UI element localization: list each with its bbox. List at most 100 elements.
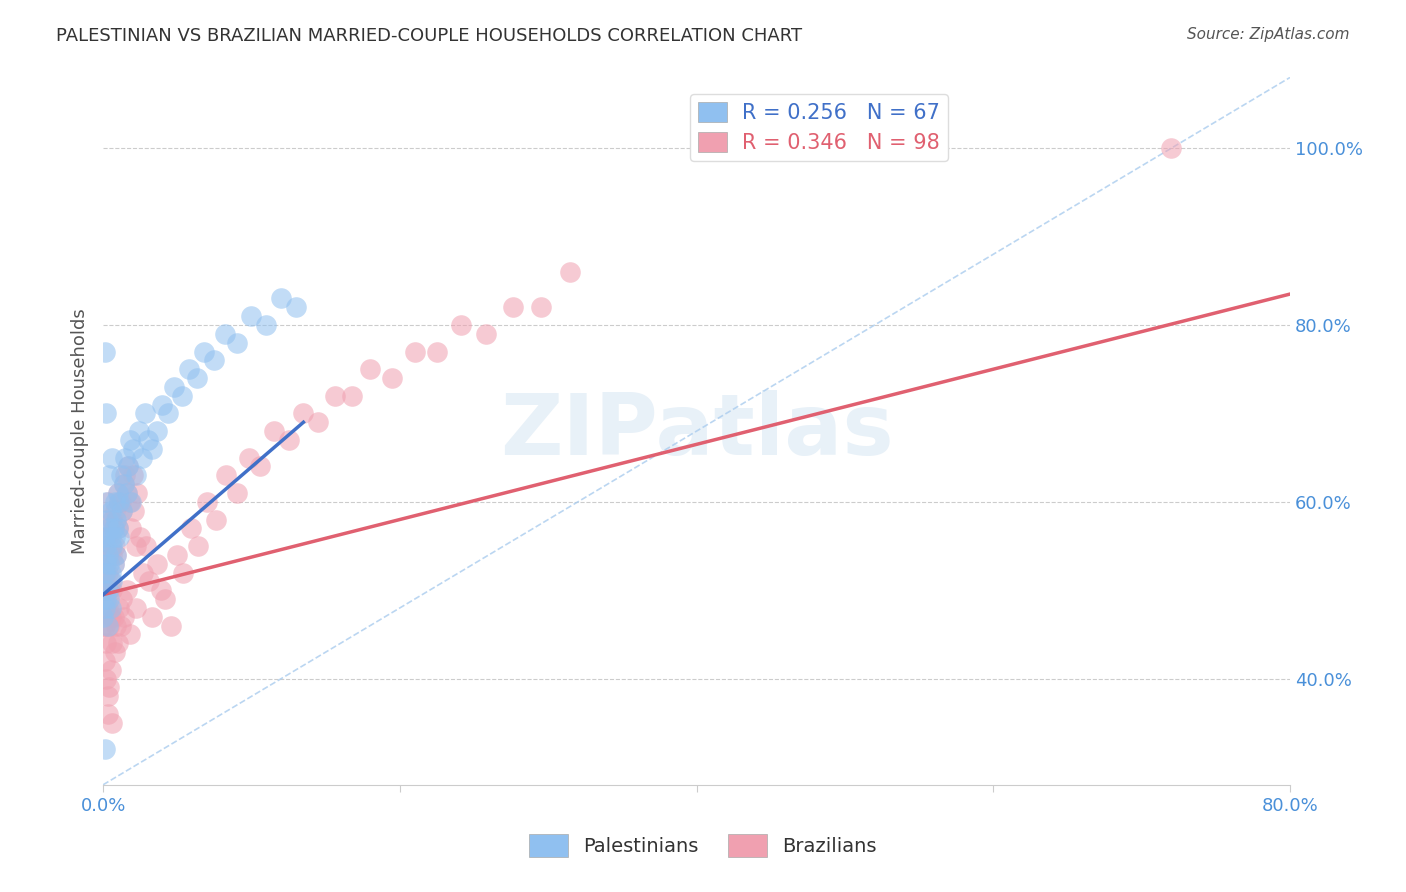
Point: [93, 548, 115, 562]
Point: [277, 433, 299, 447]
Point: [112, 477, 135, 491]
Point: [98, 548, 121, 562]
Point: [195, 495, 218, 509]
Point: [249, 459, 271, 474]
Point: [103, 609, 125, 624]
Point: [502, 301, 524, 315]
Point: [103, 521, 125, 535]
Point: [163, 380, 186, 394]
Point: [94, 495, 117, 509]
Point: [240, 309, 263, 323]
Point: [97, 618, 120, 632]
Point: [141, 442, 163, 456]
Point: [91, 618, 114, 632]
Point: [125, 468, 148, 483]
Point: [118, 433, 141, 447]
Point: [103, 557, 125, 571]
Point: [91, 583, 114, 598]
Point: [118, 495, 141, 509]
Point: [285, 301, 308, 315]
Point: [120, 521, 142, 535]
Point: [117, 459, 139, 474]
Point: [263, 424, 285, 438]
Point: [108, 530, 131, 544]
Point: [93, 654, 115, 668]
Point: [145, 557, 167, 571]
Point: [118, 627, 141, 641]
Point: [342, 389, 364, 403]
Point: [104, 504, 127, 518]
Point: [94, 406, 117, 420]
Point: [97, 601, 120, 615]
Point: [1160, 141, 1182, 155]
Point: [114, 450, 136, 465]
Point: [127, 486, 149, 500]
Point: [100, 663, 122, 677]
Point: [101, 450, 124, 465]
Point: [110, 618, 132, 632]
Point: [225, 335, 247, 350]
Point: [101, 548, 124, 562]
Point: [270, 292, 292, 306]
Point: [97, 512, 120, 526]
Point: [323, 389, 346, 403]
Point: [94, 530, 117, 544]
Point: [180, 521, 202, 535]
Point: [100, 504, 122, 518]
Point: [94, 539, 117, 553]
Point: [155, 592, 177, 607]
Text: Source: ZipAtlas.com: Source: ZipAtlas.com: [1187, 27, 1350, 42]
Point: [131, 450, 153, 465]
Point: [94, 592, 117, 607]
Point: [98, 521, 121, 535]
Point: [152, 398, 174, 412]
Point: [100, 566, 122, 580]
Point: [112, 609, 135, 624]
Text: PALESTINIAN VS BRAZILIAN MARRIED-COUPLE HOUSEHOLDS CORRELATION CHART: PALESTINIAN VS BRAZILIAN MARRIED-COUPLE …: [56, 27, 803, 45]
Point: [93, 583, 115, 598]
Point: [125, 601, 148, 615]
Point: [97, 583, 120, 598]
Point: [108, 601, 131, 615]
Point: [136, 433, 159, 447]
Point: [128, 424, 150, 438]
Point: [101, 715, 124, 730]
Point: [225, 486, 247, 500]
Point: [104, 495, 127, 509]
Point: [112, 477, 135, 491]
Point: [107, 521, 129, 535]
Point: [202, 353, 225, 368]
Point: [105, 548, 128, 562]
Point: [97, 690, 120, 704]
Point: [134, 406, 156, 420]
Point: [91, 583, 114, 598]
Point: [98, 592, 121, 607]
Point: [98, 618, 121, 632]
Point: [103, 521, 125, 535]
Point: [105, 512, 128, 526]
Point: [117, 459, 139, 474]
Point: [560, 265, 582, 279]
Point: [138, 574, 160, 589]
Point: [110, 495, 132, 509]
Point: [93, 566, 115, 580]
Point: [114, 468, 136, 483]
Point: [97, 495, 120, 509]
Point: [132, 566, 155, 580]
Point: [93, 530, 115, 544]
Point: [179, 362, 201, 376]
Point: [530, 301, 553, 315]
Point: [125, 539, 148, 553]
Point: [450, 318, 472, 332]
Point: [120, 495, 142, 509]
Point: [100, 530, 122, 544]
Point: [170, 389, 193, 403]
Point: [115, 583, 138, 598]
Point: [157, 406, 180, 420]
Point: [160, 618, 183, 632]
Point: [108, 495, 131, 509]
Point: [121, 442, 143, 456]
Point: [121, 468, 143, 483]
Point: [115, 486, 138, 500]
Point: [186, 371, 208, 385]
